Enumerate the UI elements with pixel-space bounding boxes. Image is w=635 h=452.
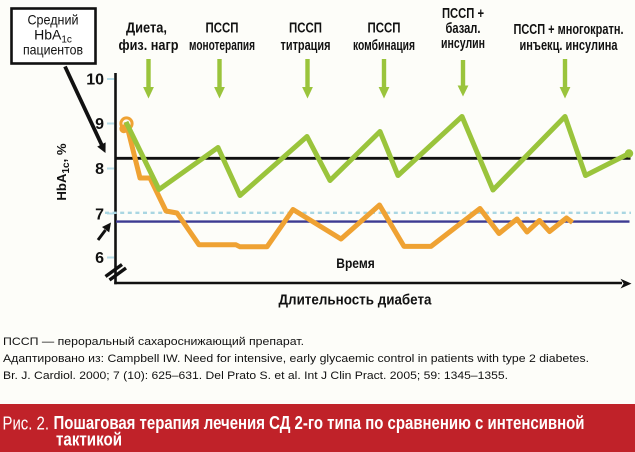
svg-text:пациентов: пациентов bbox=[23, 42, 83, 58]
svg-text:ПССП: ПССП bbox=[289, 21, 322, 37]
svg-text:7: 7 bbox=[95, 207, 104, 224]
svg-text:физ. нагр: физ. нагр bbox=[119, 38, 179, 54]
svg-text:Адаптировано из: Campbell IW.: Адаптировано из: Campbell IW. Need for i… bbox=[3, 353, 589, 365]
svg-text:ПССП +: ПССП + bbox=[442, 6, 484, 22]
svg-text:8: 8 bbox=[95, 161, 104, 178]
svg-text:ПССП — пероральный сахароснижа: ПССП — пероральный сахароснижающий препа… bbox=[3, 336, 304, 348]
svg-text:Пошаговая терапия лечения СД 2: Пошаговая терапия лечения СД 2-го типа п… bbox=[54, 413, 585, 433]
svg-text:Br. J. Cardiol. 2000; 7 (10):: Br. J. Cardiol. 2000; 7 (10): 625–631. D… bbox=[3, 370, 508, 382]
svg-text:Рис. 2.: Рис. 2. bbox=[3, 414, 50, 434]
svg-text:Время: Время bbox=[336, 256, 375, 271]
svg-text:Длительность диабета: Длительность диабета bbox=[279, 293, 433, 309]
svg-text:инсулин: инсулин bbox=[441, 36, 485, 52]
svg-text:ПССП: ПССП bbox=[206, 21, 239, 37]
svg-text:Средний: Средний bbox=[28, 12, 79, 28]
svg-text:титрация: титрация bbox=[281, 38, 331, 54]
svg-text:базал.: базал. bbox=[446, 21, 481, 37]
svg-text:комбинация: комбинация bbox=[353, 38, 415, 54]
svg-text:инъекц. инсулина: инъекц. инсулина bbox=[520, 38, 619, 54]
svg-text:HbA1c, %: HbA1c, % bbox=[54, 143, 72, 201]
svg-text:9: 9 bbox=[95, 116, 104, 133]
svg-text:ПССП + многократн.: ПССП + многократн. bbox=[514, 22, 624, 38]
svg-text:ПССП: ПССП bbox=[368, 21, 401, 37]
svg-text:6: 6 bbox=[95, 250, 104, 267]
svg-text:Диета,: Диета, bbox=[126, 21, 167, 37]
svg-text:тактикой: тактикой bbox=[56, 429, 122, 449]
svg-text:монотерапия: монотерапия bbox=[189, 38, 255, 54]
svg-text:10: 10 bbox=[86, 72, 104, 89]
